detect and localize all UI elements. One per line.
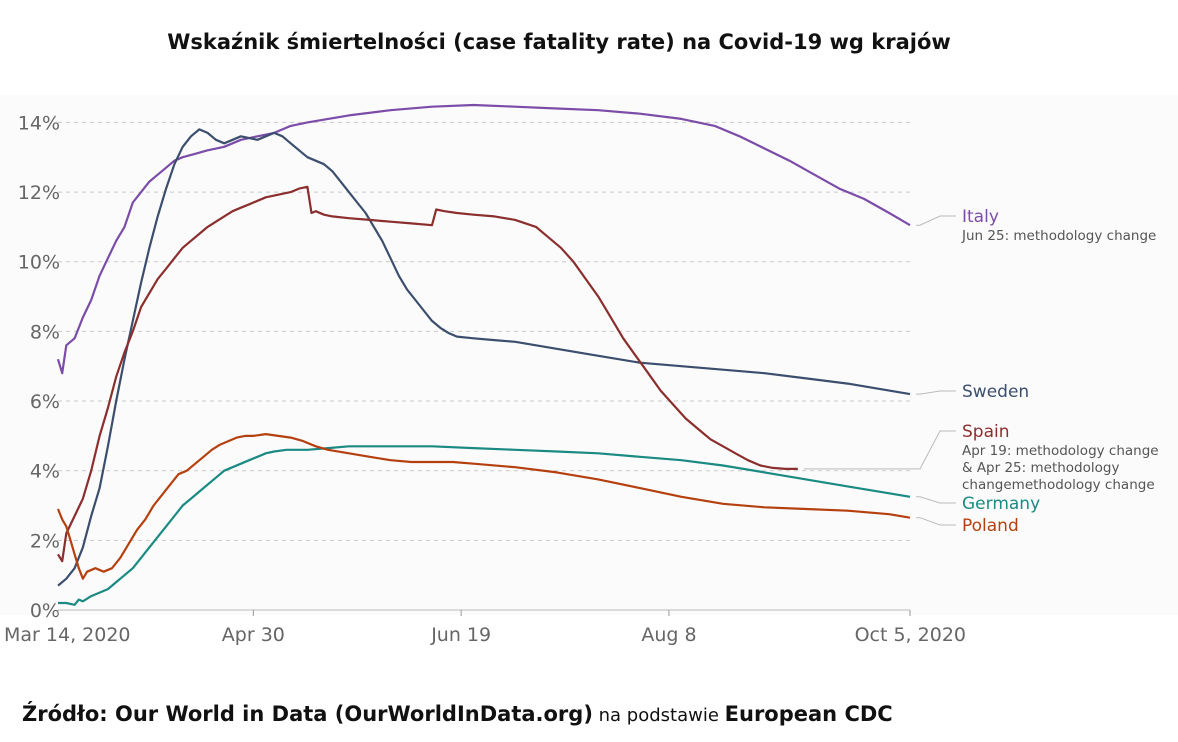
x-axis: Mar 14, 2020 Apr 30 Jun 19 Aug 8 Oct 5, 2020 [4,610,966,646]
series-lines [56,103,911,606]
series-label-sweden: Sweden [962,382,1029,402]
series-note-spain: changemethodology change [962,477,1155,493]
y-axis: 0% 2% 4% 6% 8% 10% 12% 14% [18,112,60,622]
y-tick-label: 2% [30,530,60,552]
series-label-poland: Poland [962,516,1019,536]
series-line-poland [56,433,911,580]
y-tick-label: 10% [18,252,60,274]
connector-germany [916,496,956,504]
x-tick-label: Apr 30 [222,624,285,646]
connector-poland [916,517,956,526]
series-line-germany [58,445,911,606]
x-tick-label: Oct 5, 2020 [855,624,966,646]
series-note-spain: & Apr 25: methodology [962,460,1119,476]
gridlines [58,121,910,611]
source-middle: na podstawie [592,705,725,726]
series-note-italy: Jun 25: methodology change [961,228,1156,244]
series-label-italy: Italy [962,207,999,227]
x-tick-label: Mar 14, 2020 [4,624,131,646]
connector-sweden [916,390,956,395]
x-tick-label: Jun 19 [430,624,491,646]
y-tick-label: 8% [30,321,60,343]
connector-italy [916,215,956,226]
series-line-italy [56,103,911,375]
series-line-spain [57,185,798,563]
y-tick-label: 4% [30,461,60,483]
series-label-germany: Germany [962,494,1040,514]
y-tick-label: 12% [18,182,60,204]
source-credit: Źródło: Our World in Data (OurWorldInDat… [22,702,893,726]
series-line-sweden [57,128,911,587]
connector-spain [803,430,956,470]
series-label-spain: Spain [962,422,1010,442]
series-note-spain: Apr 19: methodology change [962,443,1159,459]
y-tick-label: 0% [30,600,60,622]
chart-title: Wskaźnik śmiertelności (case fatality ra… [167,30,951,54]
x-tick-label: Aug 8 [641,624,696,646]
y-tick-label: 14% [18,112,60,134]
y-tick-label: 6% [30,391,60,413]
source-suffix: European CDC [724,702,893,726]
source-prefix: Źródło: Our World in Data (OurWorldInDat… [22,702,593,726]
